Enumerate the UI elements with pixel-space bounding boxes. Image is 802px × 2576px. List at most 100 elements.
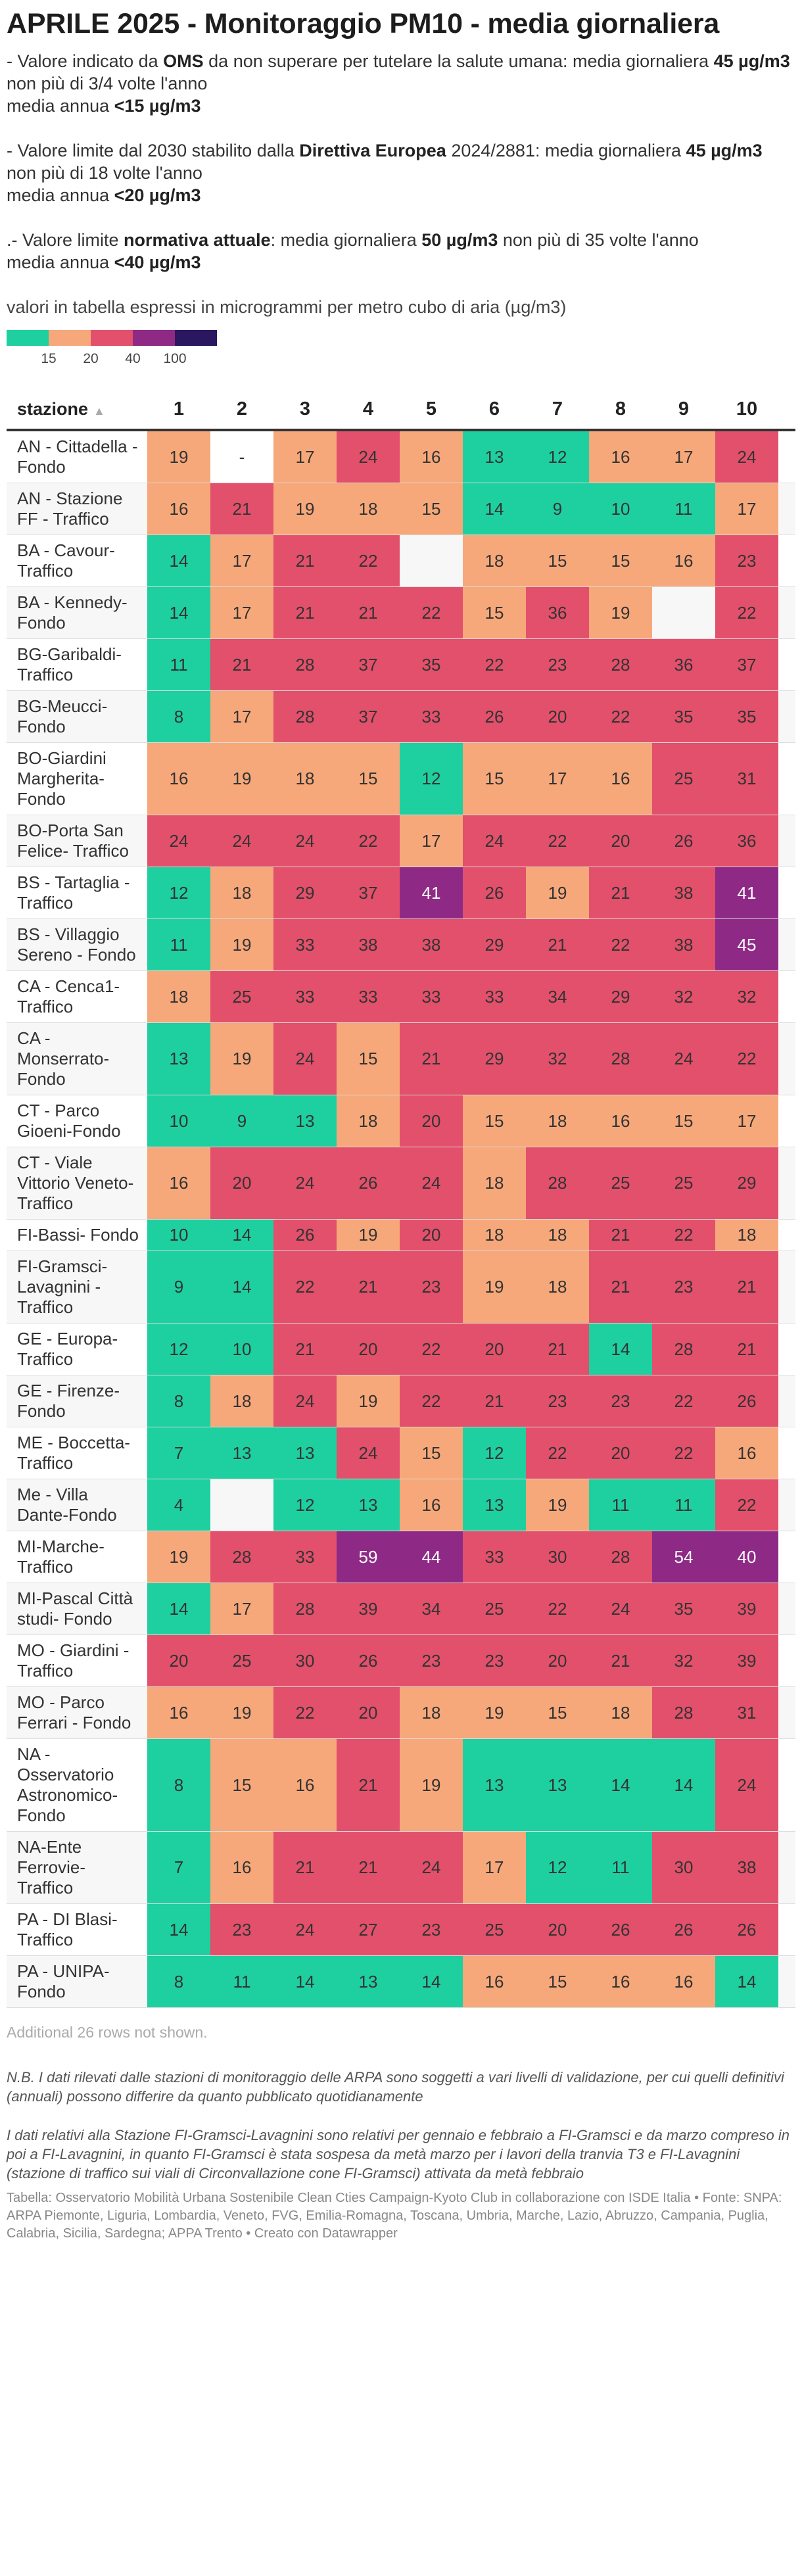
station-name: NA - Osservatorio Astronomico- Fondo (17, 1744, 118, 1825)
station-name: BA - Kennedy- Fondo (17, 592, 128, 632)
heat-cell: 33 (337, 971, 400, 1022)
column-header-day[interactable]: 6 (488, 398, 500, 419)
heat-cell: 29 (273, 867, 337, 918)
heat-cell: 39 (337, 1583, 400, 1634)
heat-cell: 28 (589, 1023, 652, 1095)
heat-cell: 10 (589, 483, 652, 535)
column-header-day[interactable]: 3 (299, 398, 311, 419)
limit-notes: - Valore indicato da OMS da non superare… (7, 50, 795, 318)
heat-cell: 21 (400, 1023, 463, 1095)
station-name: MI-Marche- Traffico (17, 1537, 105, 1577)
heat-cell: 24 (715, 1739, 778, 1831)
column-header-label: stazione (17, 398, 89, 419)
column-header-day[interactable]: 9 (678, 398, 690, 419)
heat-cell: 15 (400, 483, 463, 535)
heat-cell: 14 (652, 1739, 715, 1831)
heat-cell: 15 (400, 1427, 463, 1479)
heat-cell: 24 (337, 1427, 400, 1479)
column-header-day[interactable]: 7 (552, 398, 563, 419)
heat-cell: 21 (337, 1251, 400, 1323)
note-bold: <15 µg/m3 (114, 96, 201, 116)
column-header-day[interactable]: 4 (362, 398, 374, 419)
heat-cell: 33 (273, 971, 337, 1022)
heat-cell: 10 (210, 1324, 273, 1375)
column-header-day[interactable]: 8 (615, 398, 626, 419)
note-text: media annua (7, 96, 114, 116)
heat-cell: 26 (463, 691, 526, 742)
column-header-station[interactable]: stazione ▲ (7, 399, 147, 419)
column-header-day[interactable]: 10 (736, 398, 758, 419)
station-name: BS - Villaggio Sereno - Fondo (17, 924, 136, 965)
heat-cell: 15 (526, 1956, 589, 2007)
heat-cell: 16 (589, 743, 652, 815)
data-table: stazione ▲ 1 2 3 4 5 6 7 8 9 10 AN - Cittadella - … (7, 389, 795, 2008)
heat-cell: 16 (715, 1427, 778, 1479)
heat-cell: 34 (526, 971, 589, 1022)
heat-cell: 24 (273, 1375, 337, 1427)
heat-cell: 24 (400, 1147, 463, 1219)
station-name: BG-Meucci- Fondo (17, 696, 108, 736)
table-row: BS - Tartaglia - Traffico 12 18 29 37 41 26 19 2… (7, 867, 795, 919)
heat-cell: 23 (526, 639, 589, 690)
table-row: MI-Pascal Città studi- Fondo 14 17 28 39 34 25… (7, 1583, 795, 1635)
heat-cell: 31 (715, 743, 778, 815)
heat-cell: 32 (652, 971, 715, 1022)
heat-cell: 24 (589, 1583, 652, 1634)
table-row: CA - Monserrato- Fondo 13 19 24 15 21 29 32 28 24… (7, 1023, 795, 1095)
heat-cell: 28 (210, 1531, 273, 1583)
heat-cell: 8 (147, 1956, 210, 2007)
note-attuale: .- Valore limite normativa attuale: medi… (7, 229, 795, 274)
heat-cell: 16 (589, 1956, 652, 2007)
heat-cell: 22 (715, 1023, 778, 1095)
note-bold: <40 µg/m3 (114, 252, 201, 272)
heat-cell: 19 (337, 1375, 400, 1427)
heat-cell: 19 (147, 431, 210, 483)
heat-cell: 18 (463, 1220, 526, 1251)
heat-cell: 22 (273, 1251, 337, 1323)
note-bold: Direttiva Europea (299, 141, 446, 160)
table-row: FI-Bassi- Fondo 10 14 26 19 20 18 18 21 22 18 (7, 1220, 795, 1251)
heat-cell: 28 (273, 639, 337, 690)
source-credit: Tabella: Osservatorio Mobilità Urbana So… (7, 2191, 782, 2241)
legend-label: 40 (125, 351, 141, 366)
station-note: I dati relativi alla Stazione FI-Gramsci… (7, 2127, 790, 2182)
heat-cell: 33 (273, 1531, 337, 1583)
heat-cell: 17 (526, 743, 589, 815)
heat-cell: 16 (273, 1739, 337, 1831)
column-header-day[interactable]: 1 (173, 398, 185, 419)
heat-cell: 38 (715, 1832, 778, 1903)
heat-cell: 18 (337, 483, 400, 535)
heat-cell: 25 (463, 1583, 526, 1634)
footer-notes: N.B. I dati rilevati dalle stazioni di m… (7, 2068, 795, 2183)
station-name: FI-Gramsci- Lavagnini - Traffico (17, 1256, 108, 1317)
table-row: AN - Stazione FF - Traffico 16 21 19 18 15 14 9… (7, 483, 795, 535)
note-text: : media giornaliera (270, 230, 422, 250)
heat-cell: 45 (715, 919, 778, 970)
heat-cell: 23 (210, 1904, 273, 1955)
legend-label: 15 (41, 351, 57, 366)
heat-cell: 30 (652, 1832, 715, 1903)
heat-cell: 14 (147, 1583, 210, 1634)
heat-cell: 16 (652, 1956, 715, 2007)
heat-cell: 14 (147, 535, 210, 586)
heat-cell: 10 (147, 1095, 210, 1147)
column-header-day[interactable]: 5 (425, 398, 437, 419)
note-text: - Valore indicato da (7, 51, 164, 71)
heat-cell: 22 (526, 1427, 589, 1479)
table-row: MO - Parco Ferrari - Fondo 16 19 22 20 18 19 15… (7, 1687, 795, 1739)
heat-cell: 22 (715, 587, 778, 638)
sort-triangle-icon[interactable]: ▲ (93, 404, 105, 417)
heat-cell: 10 (147, 1220, 210, 1251)
heat-cell: 27 (337, 1904, 400, 1955)
column-header-day[interactable]: 2 (236, 398, 248, 419)
heat-cell: 28 (273, 691, 337, 742)
heat-cell: 26 (337, 1635, 400, 1686)
chart-container: APRILE 2025 - Monitoraggio PM10 - media … (7, 7, 795, 2243)
heat-cell: 19 (589, 587, 652, 638)
heat-cell: 17 (715, 1095, 778, 1147)
note-text: non più di 35 volte l'anno (498, 230, 699, 250)
heat-cell: 17 (210, 1583, 273, 1634)
heat-cell: 9 (147, 1251, 210, 1323)
heat-cell: 28 (273, 1583, 337, 1634)
heat-cell: 17 (715, 483, 778, 535)
